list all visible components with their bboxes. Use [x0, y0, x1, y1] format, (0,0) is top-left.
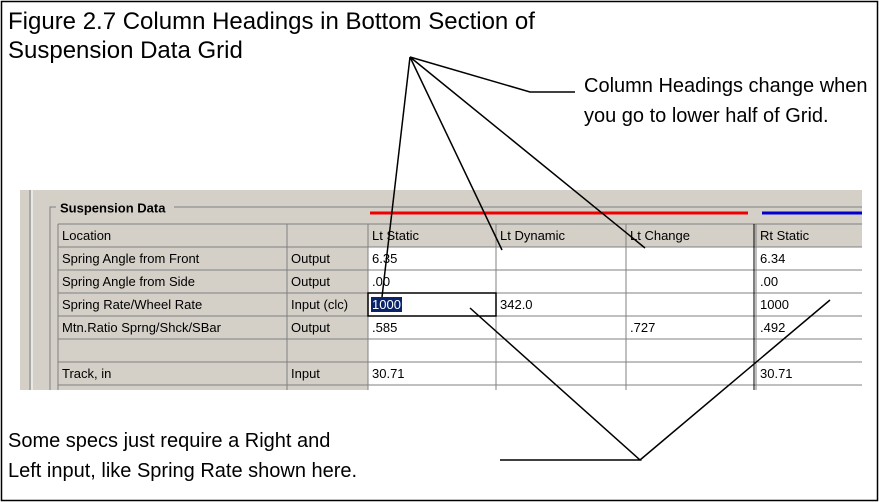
callout-text: Some specs just require a Right and: [8, 430, 330, 452]
cell-text: 6.34: [760, 251, 785, 266]
group-label: Suspension Data: [60, 200, 166, 215]
callout-line: [639, 299, 831, 461]
selected-cell-text: 1000: [372, 297, 401, 312]
callout-text: you go to lower half of Grid.: [584, 105, 829, 127]
column-heading: Location: [62, 228, 111, 243]
cell-text: .00: [760, 274, 778, 289]
callout-text: Left input, like Spring Rate shown here.: [8, 460, 357, 482]
row-label: Mtn.Ratio Sprng/Shck/SBar: [62, 320, 222, 335]
callout-line: [381, 56, 411, 298]
row-label: Spring Angle from Front: [62, 251, 200, 266]
figure-title-line: Figure 2.7 Column Headings in Bottom Sec…: [8, 8, 535, 35]
cell-text: .00: [372, 274, 390, 289]
cell-text: .492: [760, 320, 785, 335]
cell-text: .585: [372, 320, 397, 335]
callout-line: [409, 56, 646, 249]
group-box: [49, 206, 862, 390]
column-heading: Lt Dynamic: [500, 228, 566, 243]
cell-text: 1000: [760, 297, 789, 312]
cell-text: 30.71: [372, 366, 405, 381]
cell-text: 30.71: [760, 366, 793, 381]
row-label: Track, in: [62, 366, 111, 381]
column-heading: Lt Static: [372, 228, 419, 243]
callout-line: [409, 56, 575, 93]
cell-text: 342.0: [500, 297, 533, 312]
column-heading: Lt Change: [630, 228, 690, 243]
figure-title-line: Suspension Data Grid: [8, 37, 243, 64]
cell-text: .727: [630, 320, 655, 335]
selection: [371, 297, 402, 312]
cell-text: Output: [291, 274, 330, 289]
cell-text: 6.35: [372, 251, 397, 266]
cell-text: Input (clc): [291, 297, 348, 312]
row-label: Spring Rate/Wheel Rate: [62, 297, 202, 312]
column-heading: Rt Static: [760, 228, 810, 243]
callout-line: [409, 56, 503, 251]
data-grid: Suspension Data Location Lt Static Lt Dyna…: [20, 190, 862, 390]
callout-lines: [381, 56, 831, 461]
cell-focus: [367, 292, 497, 317]
cell-text: Output: [291, 320, 330, 335]
group-label-bg: [56, 200, 174, 216]
cell-text: Input: [291, 366, 320, 381]
row-label: Spring Angle from Side: [62, 274, 195, 289]
cell-text: Output: [291, 251, 330, 266]
callout-text: Column Headings change when: [584, 75, 868, 97]
